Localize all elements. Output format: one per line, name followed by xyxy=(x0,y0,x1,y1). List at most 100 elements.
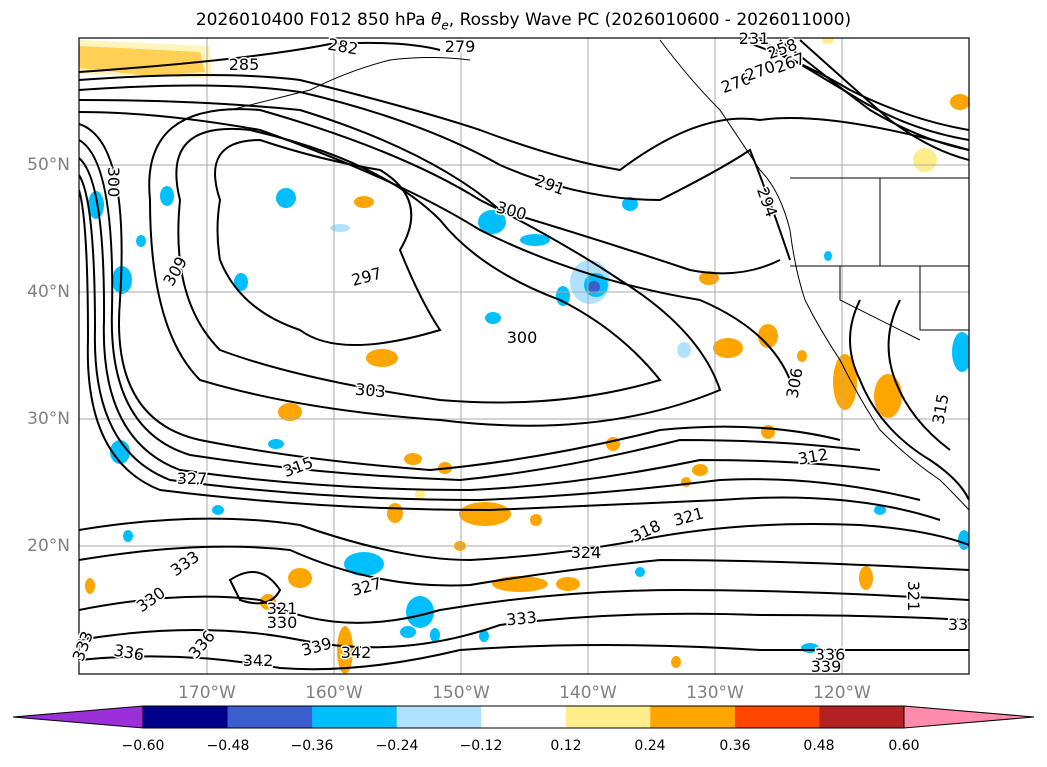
neg-shade xyxy=(136,235,146,247)
contour-label: 333 xyxy=(505,608,537,630)
contour-label: 336 xyxy=(815,645,846,664)
pos-shade xyxy=(278,403,302,421)
pos-shade xyxy=(713,338,743,358)
neg-shade xyxy=(234,273,248,291)
theta-symbol: θ xyxy=(431,10,442,30)
colorbar-tick: 0.24 xyxy=(634,738,666,754)
neg-shade xyxy=(400,626,416,638)
neg-shade xyxy=(588,281,600,293)
graticule xyxy=(79,38,969,674)
contour-label: 321 xyxy=(904,581,923,612)
contour-label: 285 xyxy=(229,55,260,74)
neg-shade xyxy=(622,197,638,211)
lon-label-130w: 130°W xyxy=(686,683,744,703)
neg-shade xyxy=(212,505,224,515)
contour-label: 291 xyxy=(532,171,567,199)
neg-shade xyxy=(344,552,384,576)
theta-subscript: e xyxy=(441,18,449,33)
contour-line xyxy=(79,84,791,261)
colorbar-segment xyxy=(396,706,482,728)
contour-line xyxy=(799,39,969,161)
pos-shade xyxy=(556,577,580,591)
colorbar-extend-high xyxy=(903,705,1035,729)
contour-label: 333 xyxy=(167,547,203,580)
colorbar-segment xyxy=(819,706,905,728)
neg-shade xyxy=(276,188,296,208)
contour-line xyxy=(849,299,969,501)
lat-label-20n: 20°N xyxy=(27,536,70,556)
neg-shade xyxy=(160,186,174,206)
contour-line xyxy=(79,545,969,587)
pos-shade xyxy=(758,324,778,348)
map-frame xyxy=(78,37,970,675)
lon-label-160w: 160°W xyxy=(305,683,363,703)
colorbar-tick: −0.36 xyxy=(290,738,334,754)
lon-label-120w: 120°W xyxy=(813,683,871,703)
contour-line xyxy=(148,108,722,427)
colorbar xyxy=(12,705,1035,729)
coastline-bc xyxy=(659,39,791,231)
pos-shade xyxy=(530,514,542,526)
colorbar-tick: −0.60 xyxy=(121,738,165,754)
pos-shade xyxy=(354,196,374,208)
title-suffix: , Rossby Wave PC (2026010600 - 202601100… xyxy=(448,10,852,30)
neg-shade xyxy=(958,530,969,550)
contour-line xyxy=(79,174,921,502)
pos-shade xyxy=(671,656,681,668)
contour-label: 282 xyxy=(326,35,359,59)
theta-e-contours xyxy=(79,39,969,671)
lon-label-170w: 170°W xyxy=(178,683,236,703)
contour-label: 294 xyxy=(753,185,781,220)
pos-shade xyxy=(833,354,857,410)
contour-label: 339 xyxy=(811,657,842,676)
pos-shade xyxy=(492,576,548,592)
pos-shade xyxy=(415,488,425,500)
contour-line xyxy=(887,299,951,451)
contour-label: 306 xyxy=(783,366,807,399)
contour-label: 330 xyxy=(267,613,298,632)
neg-shade xyxy=(479,630,489,642)
contour-label: 297 xyxy=(349,264,383,290)
contour-label: 327 xyxy=(349,574,383,600)
contour-line xyxy=(79,588,969,624)
contour-label: 330 xyxy=(133,583,169,616)
contour-label: 321 xyxy=(671,504,705,530)
contour-line xyxy=(175,127,662,404)
neg-shade xyxy=(520,234,550,246)
colorbar-tick: −0.24 xyxy=(375,738,419,754)
contour-line xyxy=(79,189,941,521)
lon-label-150w: 150°W xyxy=(432,683,490,703)
contour-label: 342 xyxy=(341,643,372,662)
colorbar-segment xyxy=(312,706,398,728)
colorbar-tick: 0.60 xyxy=(888,738,920,754)
contour-label: 315 xyxy=(281,453,316,481)
lon-label-140w: 140°W xyxy=(559,683,617,703)
pos-shade xyxy=(859,566,873,590)
pos-shade xyxy=(874,374,902,418)
neg-shade xyxy=(874,505,886,515)
colorbar-segment xyxy=(734,706,820,728)
title-prefix: 2026010400 F012 850 hPa xyxy=(195,10,431,30)
lat-label-50n: 50°N xyxy=(27,155,70,175)
contour-label: 309 xyxy=(159,253,191,289)
colorbar-tick: 0.12 xyxy=(550,738,582,754)
state-border xyxy=(839,266,921,341)
coastline-alaska xyxy=(229,57,471,111)
neg-shade xyxy=(430,628,440,642)
contour-line xyxy=(759,39,969,141)
neg-shade xyxy=(677,342,691,358)
contour-label: 339 xyxy=(299,634,333,660)
pos-shade xyxy=(337,626,353,674)
contour-label: 231 xyxy=(739,29,770,48)
pos-shade xyxy=(459,502,511,526)
colorbar-tick: −0.48 xyxy=(206,738,250,754)
contour-label: 324 xyxy=(571,543,602,562)
contour-label: 33 xyxy=(948,615,968,634)
contour-line xyxy=(79,517,969,562)
coastline-uswest xyxy=(789,229,969,511)
colorbar-tick: 0.48 xyxy=(803,738,835,754)
pos-shade xyxy=(913,148,937,172)
contour-label: 300 xyxy=(104,167,123,198)
map-title: 2026010400 F012 850 hPa θe, Rossby Wave … xyxy=(0,10,1047,32)
